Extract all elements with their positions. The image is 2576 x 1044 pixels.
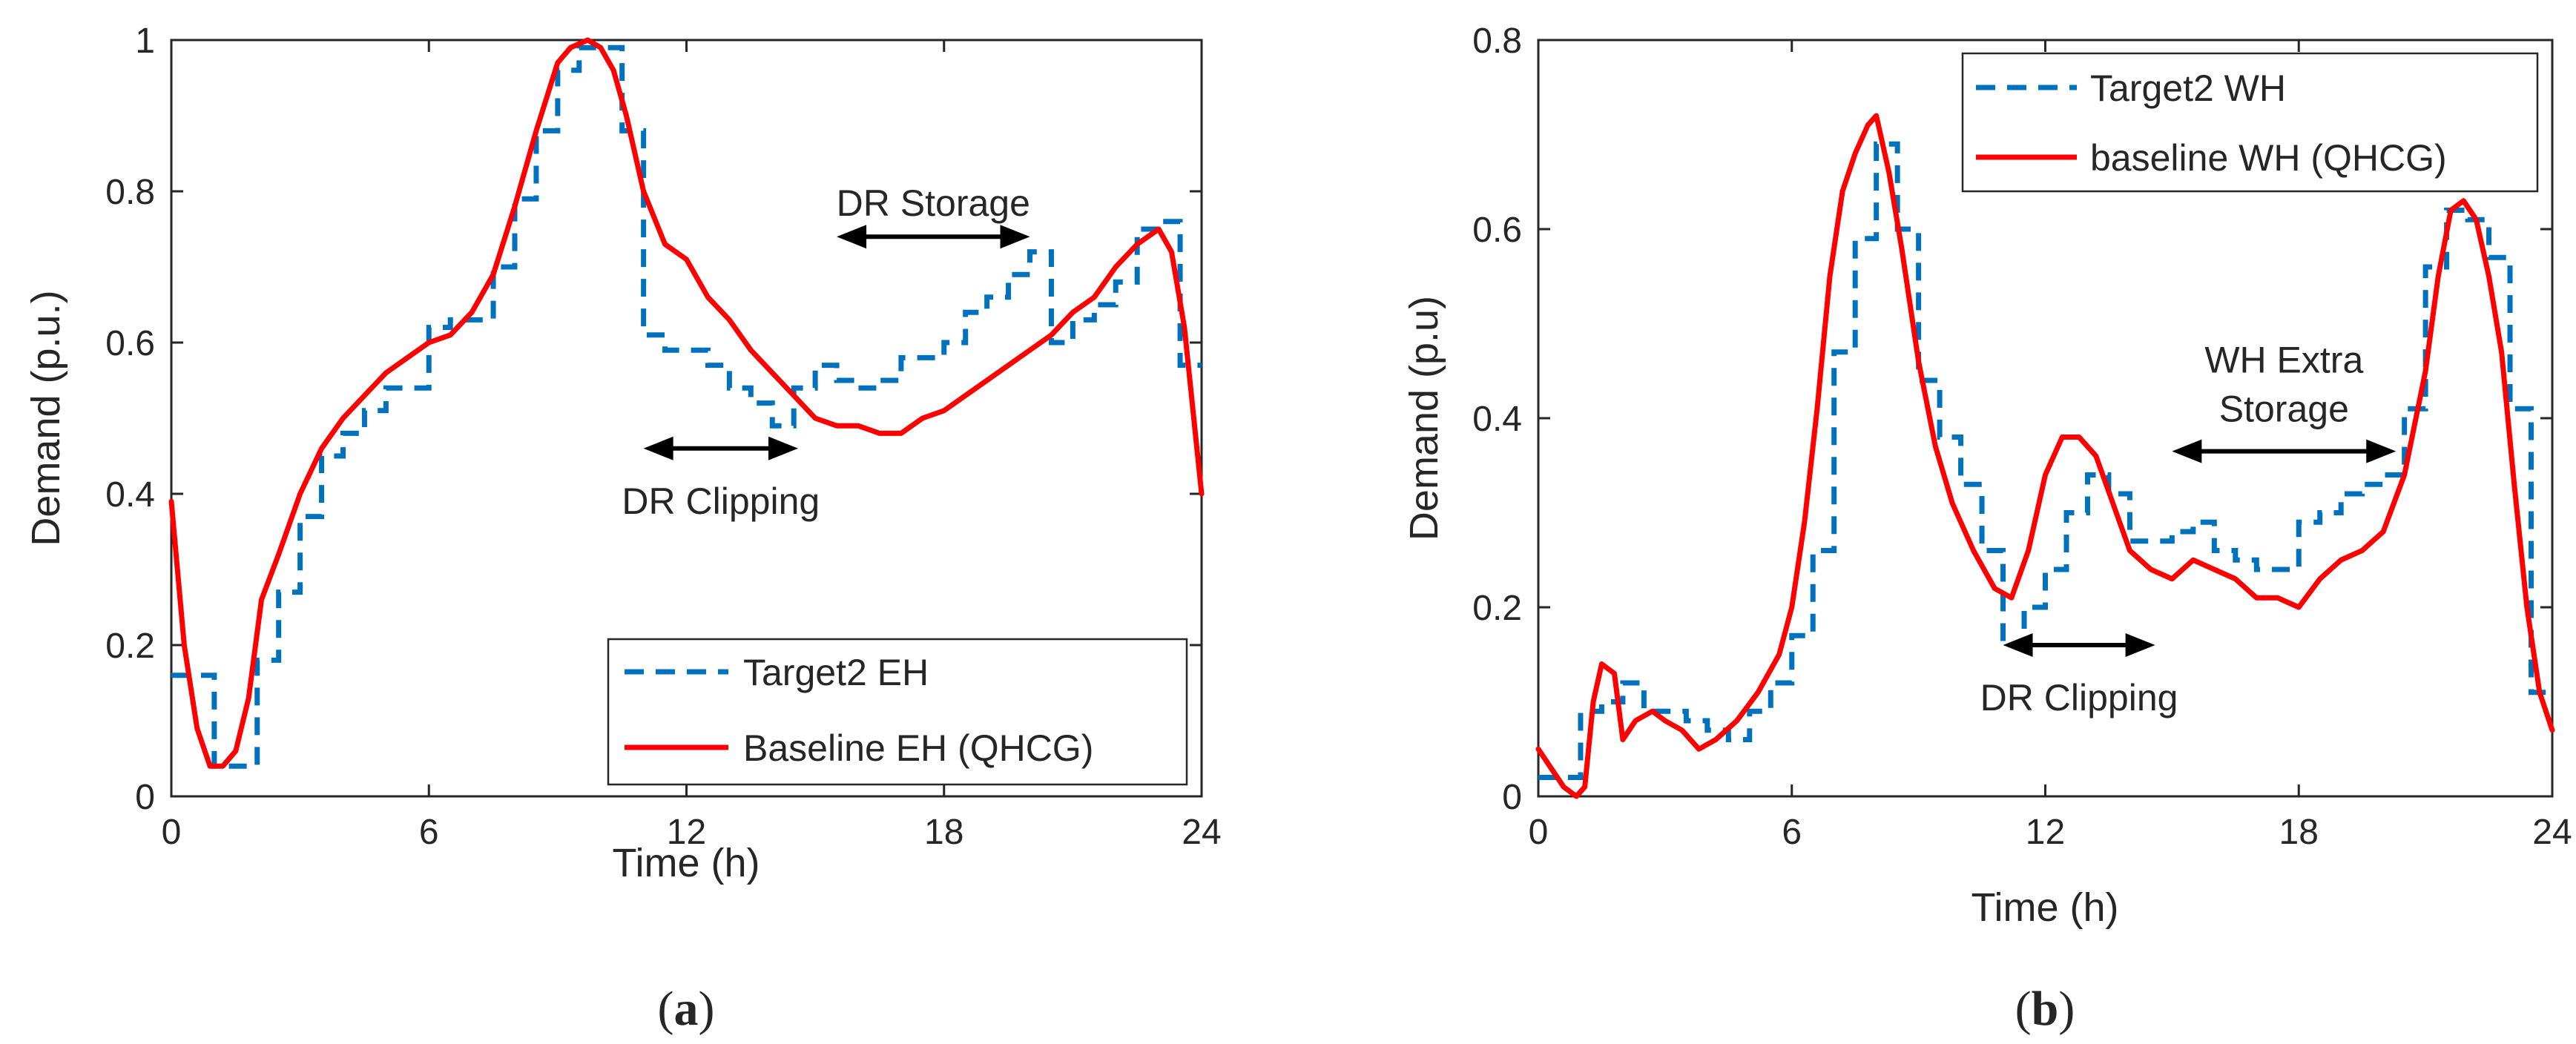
x-tick-label-b: 0	[1529, 813, 1549, 852]
series-line-b-baseline	[1535, 113, 2555, 799]
x-tick-label-b: 24	[2532, 813, 2572, 852]
x-tick-label-a: 6	[419, 813, 439, 852]
annotation-label-b: Storage	[2219, 389, 2349, 430]
series-line-a-baseline	[168, 37, 1205, 769]
y-axis-label-a: Demand (p.u.)	[24, 290, 68, 546]
y-tick-label-a: 1	[135, 22, 155, 61]
panel-label-a: (a)	[658, 982, 715, 1036]
panel-letter-a: a	[674, 982, 699, 1036]
annotation-label-a: DR Storage	[837, 182, 1030, 224]
panel-letter-b: b	[2032, 982, 2059, 1036]
annotation-arrowhead-left-a	[643, 436, 673, 460]
x-tick-label-b: 18	[2279, 813, 2319, 852]
series-group-a	[168, 37, 1205, 769]
series-group-b	[1535, 113, 2555, 799]
annotation-arrowhead-right-b	[2366, 439, 2397, 463]
annotation-label-a: DR Clipping	[622, 480, 820, 522]
legend-box-b	[1961, 52, 2539, 193]
annotation-label-b: WH Extra	[2204, 340, 2363, 381]
annotation-arrowhead-left-b	[2003, 633, 2033, 657]
chart-panel-a: 0 6 12 18 24 0 0.2 0.4 0.6 0.8 1 DR Storage DR Cli…	[24, 22, 1222, 1036]
y-tick-label-b: 0	[1502, 778, 1522, 817]
annotation-arrowhead-right-b	[2125, 633, 2155, 657]
y-tick-label-a: 0	[135, 778, 155, 817]
y-axis-label-b: Demand (p.u)	[1402, 296, 1446, 541]
x-tick-labels-b: 0 6 12 18 24	[1529, 40, 2572, 852]
legend-a: Target2 EH Baseline EH (QHCG)	[607, 638, 1188, 786]
y-tick-labels-a: 0 0.2 0.4 0.6 0.8 1	[105, 22, 1202, 817]
y-tick-label-a: 0.2	[105, 627, 155, 666]
x-tick-labels-a: 0 6 12 18 24	[162, 40, 1222, 852]
legend-label-baseline-eh: Baseline EH (QHCG)	[743, 727, 1093, 769]
x-axis-label-a: Time (h)	[613, 841, 760, 885]
x-tick-label-a: 18	[924, 813, 963, 852]
y-tick-labels-b: 0 0.2 0.4 0.6 0.8	[1472, 22, 2552, 817]
x-tick-label-b: 6	[1782, 813, 1802, 852]
annotations-b: WH Extra Storage DR Clipping	[1980, 340, 2397, 718]
x-axis-label-b: Time (h)	[1971, 885, 2119, 930]
panel-label-b: (b)	[2015, 982, 2075, 1036]
legend-label-target2-eh: Target2 EH	[743, 652, 929, 693]
x-tick-label-a: 12	[667, 813, 706, 852]
y-tick-label-a: 0.6	[105, 324, 155, 363]
legend-box-a	[607, 638, 1188, 786]
annotation-label-b: DR Clipping	[1980, 677, 2178, 718]
series-line-a-target	[171, 44, 1202, 769]
y-tick-label-b: 0.6	[1472, 211, 1522, 250]
annotation-arrowhead-left-a	[837, 225, 867, 249]
annotations-a: DR Storage DR Clipping	[622, 182, 1030, 522]
y-tick-label-b: 0.4	[1472, 400, 1522, 439]
legend-b: Target2 WH baseline WH (QHCG)	[1961, 52, 2539, 193]
annotation-arrowhead-right-a	[768, 436, 798, 460]
y-tick-label-b: 0.8	[1472, 22, 1522, 61]
x-tick-label-a: 24	[1182, 813, 1221, 852]
x-tick-label-a: 0	[162, 813, 182, 852]
legend-label-target2-wh: Target2 WH	[2090, 67, 2286, 109]
chart-panel-b: 0 6 12 18 24 0 0.2 0.4 0.6 0.8 WH Extra Storage DR…	[1402, 22, 2572, 1036]
annotation-arrowhead-left-b	[2172, 439, 2202, 463]
annotation-arrowhead-right-a	[1000, 225, 1030, 249]
x-tick-label-b: 12	[2026, 813, 2065, 852]
y-tick-label-a: 0.8	[105, 173, 155, 212]
y-tick-label-a: 0.4	[105, 475, 155, 515]
y-tick-label-b: 0.2	[1472, 589, 1522, 628]
legend-label-baseline-wh: baseline WH (QHCG)	[2090, 137, 2447, 179]
